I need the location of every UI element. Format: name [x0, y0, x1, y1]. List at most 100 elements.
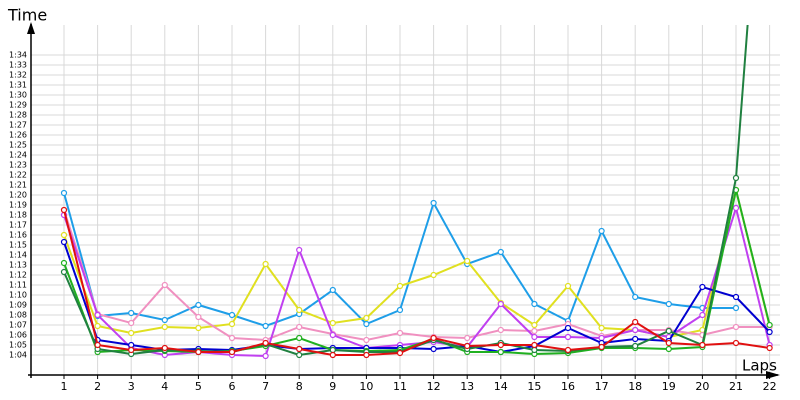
y-tick-label: 1:15: [9, 241, 27, 250]
y-tick-label: 1:33: [9, 61, 27, 70]
point: [262, 322, 269, 330]
y-tick-label: 1:31: [9, 81, 27, 90]
point: [60, 238, 68, 246]
point: [94, 341, 101, 349]
point: [598, 227, 605, 235]
x-tick-label: 4: [161, 380, 168, 393]
point: [195, 348, 202, 356]
point: [296, 334, 303, 342]
y-tick-label: 1:27: [9, 121, 27, 130]
y-tick-label: 1:34: [9, 51, 27, 60]
point: [564, 346, 572, 354]
y-tick-label: 1:23: [9, 161, 27, 170]
x-tick-label: 11: [393, 380, 407, 393]
point: [598, 334, 605, 342]
point: [228, 348, 236, 356]
point: [531, 321, 538, 329]
point: [296, 246, 303, 254]
point: [262, 352, 269, 360]
point: [699, 311, 706, 319]
y-tick-label: 1:08: [9, 311, 27, 320]
point: [94, 322, 101, 330]
point: [430, 334, 437, 342]
point: [195, 313, 202, 321]
x-tick-label: 13: [460, 380, 474, 393]
point: [128, 341, 135, 349]
point: [430, 271, 437, 279]
point: [766, 328, 773, 336]
point: [732, 204, 740, 212]
point: [665, 339, 672, 347]
y-tick-label: 1:17: [9, 221, 27, 230]
point: [396, 306, 404, 314]
point: [497, 341, 504, 349]
point: [329, 286, 336, 294]
point: [598, 324, 605, 332]
point: [732, 293, 740, 301]
x-tick-label: 22: [763, 380, 777, 393]
x-tick-label: 16: [561, 380, 575, 393]
x-tick-label: 2: [94, 380, 101, 393]
point: [497, 248, 504, 256]
y-tick-label: 1:10: [9, 291, 27, 300]
point: [632, 326, 639, 334]
series-line: [63, 25, 749, 357]
point: [161, 281, 168, 289]
point: [766, 344, 773, 352]
point: [228, 320, 236, 328]
y-tick-label: 1:20: [9, 191, 27, 200]
y-tick-label: 1:28: [9, 111, 27, 120]
point: [296, 306, 303, 314]
y-tick-label: 1:13: [9, 261, 27, 270]
point: [363, 314, 370, 322]
y-axis-arrow: [27, 22, 35, 34]
point: [531, 341, 538, 349]
y-tick-label: 1:25: [9, 141, 27, 150]
point: [329, 346, 336, 354]
point: [329, 351, 336, 359]
y-tick-label: 1:26: [9, 131, 27, 140]
point: [60, 231, 68, 239]
point: [396, 282, 404, 290]
point: [128, 309, 135, 317]
series-line: [63, 209, 770, 342]
point: [60, 189, 68, 197]
x-tick-label: 9: [329, 380, 336, 393]
point: [363, 336, 370, 344]
y-tick-label: 1:07: [9, 321, 27, 330]
y-tick-label: 1:19: [9, 201, 27, 210]
point: [161, 323, 168, 331]
x-tick-label: 1: [61, 380, 68, 393]
y-tick-label: 1:11: [9, 281, 27, 290]
grid: [31, 25, 780, 375]
y-tick-label: 1:16: [9, 231, 27, 240]
x-tick-label: 15: [527, 380, 541, 393]
x-tick-label: 17: [595, 380, 609, 393]
point: [396, 329, 404, 337]
point: [94, 311, 101, 319]
point: [497, 348, 504, 356]
point: [632, 318, 639, 326]
point: [531, 333, 538, 341]
point: [766, 321, 773, 329]
y-tick-label: 1:09: [9, 301, 27, 310]
x-axis-label: Laps: [742, 357, 777, 375]
y-tick-label: 1:29: [9, 101, 27, 110]
point: [564, 333, 572, 341]
y-tick-label: 1:21: [9, 181, 27, 190]
x-tick-label: 6: [229, 380, 236, 393]
point: [732, 339, 740, 347]
point: [262, 339, 269, 347]
y-tick-label: 1:05: [9, 341, 27, 350]
point: [732, 174, 740, 182]
point: [363, 351, 370, 359]
point: [497, 300, 504, 308]
point: [329, 319, 336, 327]
point: [228, 334, 236, 342]
point: [128, 346, 135, 354]
x-tick-label: 7: [262, 380, 269, 393]
point: [228, 311, 236, 319]
y-tick-label: 1:30: [9, 91, 27, 100]
